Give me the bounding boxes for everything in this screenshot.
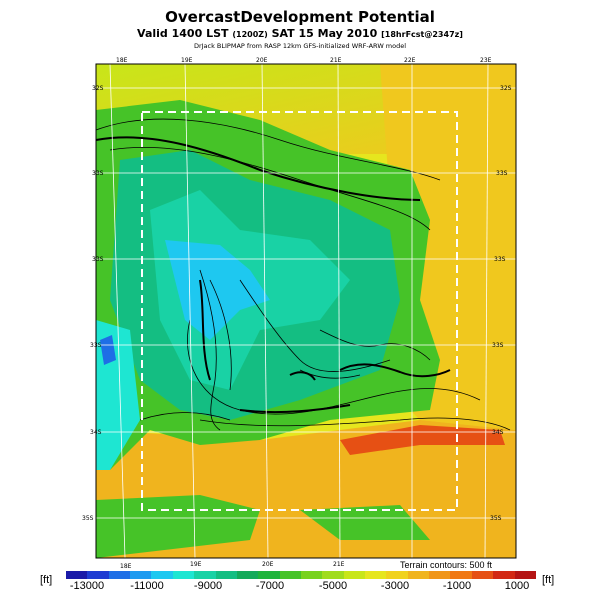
lon-label-18e-top: 18E (116, 57, 128, 64)
colorbar-swatch (194, 571, 216, 579)
colorbar-swatch (450, 571, 472, 579)
forecast-info: [18hrFcst@2347z] (381, 30, 463, 39)
colorbar-swatch (429, 571, 451, 579)
colorbar-swatch (215, 571, 237, 579)
colorbar-swatch (471, 571, 494, 579)
colorbar-swatch (172, 571, 195, 579)
colorbar-swatch (87, 571, 109, 579)
red-band (340, 425, 505, 455)
colorbar-tick: -7000 (255, 580, 285, 592)
lat-label-right-1: 32S (500, 85, 512, 92)
colorbar-swatch (108, 571, 131, 579)
colorbar-swatch (279, 571, 301, 579)
south-green-east (300, 505, 430, 540)
colorbar-tick: -3000 (380, 580, 410, 592)
colorbar-swatch (386, 571, 408, 579)
lon-label-19e-top: 19E (181, 57, 193, 64)
model-credit: DrJack BLIPMAP from RASP 12km GFS-initia… (193, 42, 407, 50)
colorbar-swatch (130, 571, 152, 579)
lat-lon-grid (96, 63, 516, 559)
unit-left: [ft] (40, 574, 53, 586)
lon-label-19e-bottom: 19E (190, 561, 202, 568)
inner-domain-box (141, 111, 458, 511)
lat-label-left-5: 34S (90, 429, 102, 436)
colorbar-swatch (151, 571, 173, 579)
utc-time: (1200Z) (232, 30, 268, 39)
blue-patch (100, 335, 116, 365)
lat-label-left-6: 35S (82, 515, 94, 522)
lat-label-left-2: 33S (92, 170, 104, 177)
lon-label-22e-top: 22E (404, 57, 416, 64)
lon-label-18e-bottom: 18E (120, 563, 132, 570)
colorbar-tick: -11000 (130, 580, 164, 592)
lat-label-right-3: 33S (494, 256, 506, 263)
colorbar-tick: -5000 (318, 580, 348, 592)
map-frame (95, 63, 517, 559)
valid-date: SAT 15 May 2010 (271, 27, 378, 40)
colorbar-tick: -1000 (442, 580, 472, 592)
terrain-contour-note: Terrain contours: 500 ft (400, 560, 493, 570)
map-subtitle: Valid 1400 LST (1200Z) SAT 15 May 2010 [… (0, 27, 600, 40)
lat-label-right-4: 33S (492, 342, 504, 349)
lat-label-left-1: 32S (92, 85, 104, 92)
lat-label-right-5: 34S (492, 429, 504, 436)
lat-label-right-6: 35S (490, 515, 502, 522)
colorbar-tick: -13000 (69, 580, 105, 592)
colorbar-swatch (407, 571, 430, 579)
lon-label-20e-bottom: 20E (262, 561, 274, 568)
colorbar-swatch (236, 571, 259, 579)
valid-time: Valid 1400 LST (137, 27, 229, 40)
lat-label-right-2: 33S (496, 170, 508, 177)
colorbar-swatch (343, 571, 366, 579)
lat-label-left-3: 33S (92, 256, 104, 263)
land-lightblue (165, 240, 270, 340)
color-scale-bar (66, 571, 536, 579)
map-title: OvercastDevelopment Potential (165, 8, 435, 26)
lon-label-21e-bottom: 21E (333, 561, 345, 568)
colorbar-swatch (258, 571, 280, 579)
lon-label-21e-top: 21E (330, 57, 342, 64)
colorbar-swatch (493, 571, 515, 579)
colorbar-swatch (66, 571, 88, 579)
lon-label-20e-top: 20E (256, 57, 268, 64)
colorbar-swatch (365, 571, 387, 579)
unit-right: [ft] (542, 574, 555, 586)
thick-contours (95, 136, 451, 414)
colorbar-tick: 1000 (504, 580, 530, 592)
lon-label-23e-top: 23E (480, 57, 492, 64)
colorbar-swatch (300, 571, 323, 579)
colorbar-swatch (322, 571, 344, 579)
colorbar-swatch (514, 571, 536, 579)
lat-label-left-4: 33S (90, 342, 102, 349)
colorbar-tick: -9000 (193, 580, 223, 592)
